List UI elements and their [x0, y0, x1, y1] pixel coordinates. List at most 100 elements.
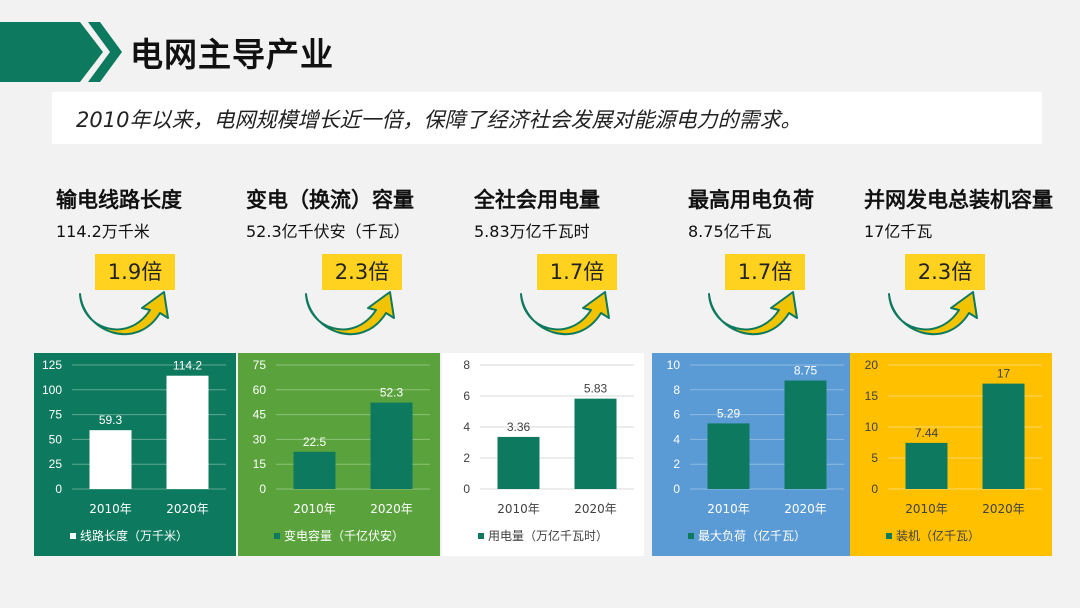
- chart-substation-capacity: 0 15 30 45 60 75 22.5 2010年 52.3 2020年变电容量（千亿伏安）: [238, 353, 440, 556]
- y-tick-label: 50: [49, 432, 63, 446]
- legend-swatch: [886, 533, 892, 539]
- curved-arrow-icon: [305, 291, 395, 335]
- banner-chevron-1: [88, 22, 122, 82]
- y-tick-label: 100: [42, 383, 62, 397]
- data-label: 5.83: [584, 382, 608, 396]
- growth-ratio-badge: 2.3倍: [905, 254, 985, 290]
- y-tick-label: 45: [253, 408, 267, 422]
- y-tick-label: 2: [463, 451, 470, 465]
- y-tick-label: 15: [865, 389, 879, 403]
- legend-label: 装机（亿千瓦）: [896, 528, 980, 543]
- metric-value: 8.75亿千瓦: [688, 222, 772, 241]
- y-tick-label: 4: [463, 420, 470, 434]
- y-tick-label: 0: [463, 482, 470, 496]
- y-tick-label: 0: [259, 482, 266, 496]
- metric-value: 114.2万千米: [56, 222, 150, 241]
- x-tick-label: 2020年: [982, 502, 1025, 516]
- y-tick-label: 5: [871, 451, 878, 465]
- bar: [293, 451, 336, 489]
- growth-ratio-badge: 1.9倍: [95, 254, 175, 290]
- y-tick-label: 20: [865, 358, 879, 372]
- x-tick-label: 2010年: [89, 502, 132, 516]
- x-tick-label: 2020年: [574, 502, 617, 516]
- legend-swatch: [70, 533, 76, 539]
- legend-swatch: [478, 533, 484, 539]
- y-tick-label: 30: [253, 432, 267, 446]
- x-tick-label: 2010年: [905, 502, 948, 516]
- bar: [784, 380, 827, 489]
- y-tick-label: 8: [673, 383, 680, 397]
- y-tick-label: 2: [673, 457, 680, 471]
- y-tick-label: 4: [673, 432, 680, 446]
- header-banner: [0, 22, 122, 82]
- metric-line-length: 输电线路长度 114.2万千米: [56, 184, 182, 242]
- curved-arrow-icon: [79, 291, 169, 335]
- growth-ratio-badge: 1.7倍: [725, 254, 805, 290]
- chart-installed-capacity: 0 5 10 15 20 7.44 2010年 17 2020年 装机（亿千瓦）: [850, 353, 1052, 556]
- data-label: 52.3: [380, 386, 404, 400]
- y-tick-label: 10: [667, 358, 681, 372]
- y-tick-label: 75: [49, 408, 63, 422]
- page-title: 电网主导产业: [130, 35, 334, 74]
- data-label: 8.75: [794, 364, 818, 378]
- legend-label: 最大负荷（亿千瓦）: [698, 528, 806, 543]
- metric-name: 变电（换流）容量: [246, 188, 414, 212]
- growth-ratio-badge: 1.7倍: [537, 254, 617, 290]
- bar: [574, 398, 617, 489]
- data-label: 7.44: [915, 426, 939, 440]
- legend-label: 线路长度（万千米）: [80, 528, 188, 543]
- chart-electricity-consumption: 0 2 4 6 8 3.36 2010年 5.83 2020年 用电量（万亿千瓦时）: [442, 353, 644, 556]
- y-tick-label: 6: [673, 408, 680, 422]
- bar-chart: 0 25 50 75 100 125 59.3 2010年 114.2 2020年线路长度（万千米…: [34, 353, 236, 556]
- chart-line-length: 0 25 50 75 100 125 59.3 2010年 114.2 2020年 线路长度（万千米…: [34, 353, 236, 556]
- x-tick-label: 2010年: [707, 502, 750, 516]
- banner-green-bar: [0, 22, 103, 82]
- data-label: 17: [997, 367, 1011, 381]
- metric-electricity-consumption: 全社会用电量 5.83万亿千瓦时: [474, 184, 600, 242]
- metric-substation-capacity: 变电（换流）容量 52.3亿千伏安（千瓦）: [246, 184, 414, 242]
- growth-ratio-badge: 2.3倍: [322, 254, 402, 290]
- metric-name: 输电线路长度: [56, 188, 182, 212]
- y-tick-label: 0: [871, 482, 878, 496]
- curved-arrow-icon: [888, 291, 978, 335]
- metric-name: 全社会用电量: [474, 188, 600, 212]
- metric-value: 52.3亿千伏安（千瓦）: [246, 222, 410, 241]
- y-tick-label: 10: [865, 420, 879, 434]
- bar: [982, 383, 1025, 489]
- data-label: 22.5: [303, 435, 327, 449]
- data-label: 114.2: [173, 359, 202, 373]
- metric-name: 最高用电负荷: [688, 188, 814, 212]
- y-tick-label: 75: [253, 358, 267, 372]
- summary-box: 2010年以来，电网规模增长近一倍，保障了经济社会发展对能源电力的需求。: [52, 92, 1042, 144]
- metric-name: 并网发电总装机容量: [864, 188, 1053, 212]
- curved-arrow-icon: [708, 291, 798, 335]
- data-label: 59.3: [99, 413, 123, 427]
- x-tick-label: 2020年: [784, 502, 827, 516]
- bar: [707, 423, 750, 489]
- y-tick-label: 15: [253, 457, 267, 471]
- summary-text: 2010年以来，电网规模增长近一倍，保障了经济社会发展对能源电力的需求。: [76, 108, 802, 132]
- y-tick-label: 60: [253, 383, 267, 397]
- y-tick-label: 8: [463, 358, 470, 372]
- bar: [166, 375, 209, 489]
- x-tick-label: 2010年: [497, 502, 540, 516]
- metric-value: 5.83万亿千瓦时: [474, 222, 590, 241]
- y-tick-label: 25: [49, 457, 63, 471]
- metric-peak-load: 最高用电负荷 8.75亿千瓦: [688, 184, 814, 242]
- x-tick-label: 2020年: [166, 502, 209, 516]
- curved-arrow-icon: [520, 291, 610, 335]
- y-tick-label: 0: [55, 482, 62, 496]
- legend-swatch: [688, 533, 694, 539]
- legend-label: 变电容量（千亿伏安）: [284, 528, 404, 543]
- data-label: 3.36: [507, 420, 531, 434]
- x-tick-label: 2020年: [370, 502, 413, 516]
- x-tick-label: 2010年: [293, 502, 336, 516]
- bar: [89, 430, 132, 489]
- chart-peak-load: 0 2 4 6 8 10 5.29 2010年 8.75 2020年 最大负荷（亿千瓦）: [652, 353, 854, 556]
- legend-swatch: [274, 533, 280, 539]
- y-tick-label: 0: [673, 482, 680, 496]
